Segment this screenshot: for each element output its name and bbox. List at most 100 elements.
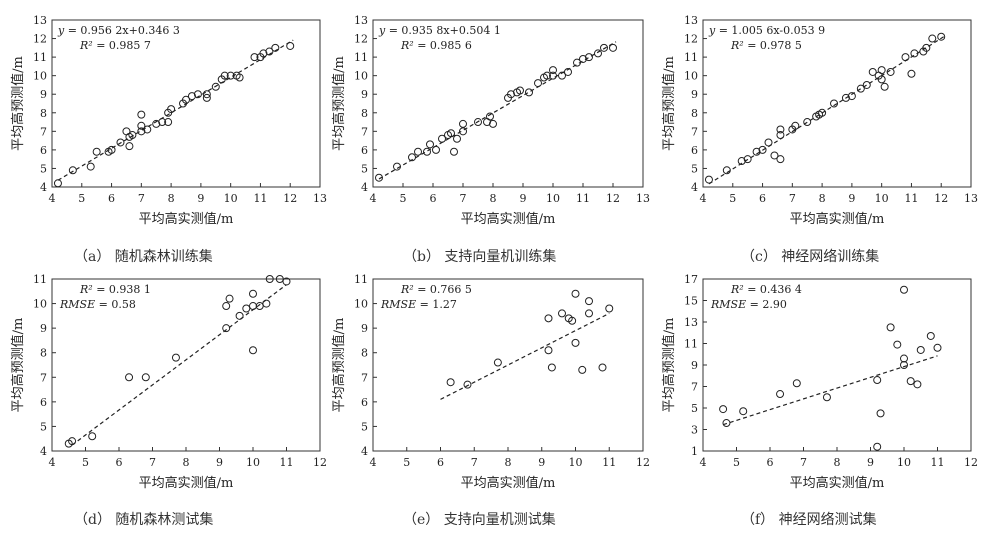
y-tick-label: 12	[684, 33, 698, 46]
data-point	[873, 442, 882, 451]
x-tick-label: 12	[313, 456, 327, 469]
y-tick-label: 12	[354, 33, 368, 46]
x-tick-label: 8	[505, 456, 512, 469]
r-squared-label: R² = 0.766 5	[400, 283, 472, 296]
data-point	[408, 153, 416, 162]
data-point	[137, 127, 146, 136]
y-tick-label: 13	[354, 14, 368, 27]
x-axis-title: 平均高实测值/m	[790, 475, 885, 491]
data-point	[770, 151, 779, 160]
data-point	[922, 43, 931, 52]
data-point	[876, 409, 885, 418]
x-tick-label: 4	[370, 456, 377, 469]
y-axis-title: 平均高预测值/m	[331, 56, 347, 151]
data-point	[474, 118, 482, 127]
data-point	[933, 343, 942, 352]
x-tick-label: 9	[538, 456, 545, 469]
y-tick-label: 7	[40, 371, 47, 384]
y-tick-label: 4	[40, 181, 47, 194]
data-point	[704, 175, 713, 184]
x-tick-label: 13	[964, 192, 978, 205]
data-point	[549, 71, 557, 80]
chart-panel-2	[702, 19, 972, 188]
y-tick-label: 6	[361, 144, 368, 157]
data-point	[534, 79, 542, 88]
data-point	[53, 179, 62, 188]
data-point	[900, 354, 908, 363]
x-tick-label: 8	[183, 456, 190, 469]
x-tick-label: 8	[834, 456, 841, 469]
data-point	[158, 118, 167, 127]
x-tick-label: 8	[490, 192, 497, 205]
data-point	[594, 49, 602, 58]
data-point	[910, 49, 919, 58]
data-point	[262, 299, 271, 308]
y-tick-label: 9	[361, 88, 368, 101]
y-tick-label: 5	[691, 402, 698, 415]
data-point	[862, 80, 871, 89]
data-point	[893, 340, 902, 349]
data-point	[282, 277, 291, 286]
y-tick-label: 10	[354, 298, 368, 311]
x-tick-label: 6	[759, 192, 766, 205]
fit-line	[378, 41, 617, 180]
data-point	[868, 67, 877, 76]
x-tick-label: 7	[800, 456, 807, 469]
y-tick-label: 11	[33, 51, 47, 64]
caption-a: （a） 随机森林训练集	[74, 249, 213, 265]
y-tick-label: 9	[40, 322, 47, 335]
data-point	[88, 432, 97, 441]
x-tick-label: 5	[403, 456, 410, 469]
data-point	[426, 140, 434, 149]
data-point	[438, 134, 446, 143]
data-point	[558, 309, 566, 318]
x-tick-label: 13	[636, 192, 650, 205]
x-tick-label: 12	[606, 192, 620, 205]
x-axis-title: 平均高实测值/m	[461, 211, 556, 227]
data-point	[242, 304, 251, 313]
data-point	[579, 54, 587, 63]
y-tick-label: 10	[33, 298, 47, 311]
data-point	[803, 118, 812, 127]
y-tick-label: 9	[40, 88, 47, 101]
x-tick-label: 8	[819, 192, 826, 205]
r-squared-label: R² = 0.436 4	[730, 283, 802, 296]
y-axis-title: 平均高预测值/m	[331, 318, 347, 413]
x-tick-label: 12	[934, 192, 948, 205]
x-tick-label: 5	[729, 192, 736, 205]
y-tick-label: 5	[361, 162, 368, 175]
data-point	[249, 289, 257, 298]
data-point	[187, 92, 196, 101]
y-tick-label: 6	[40, 396, 47, 409]
x-tick-label: 7	[149, 456, 156, 469]
data-point	[493, 358, 502, 367]
x-tick-label: 12	[964, 456, 978, 469]
plot-frame	[702, 19, 972, 188]
data-point	[900, 285, 908, 294]
x-tick-label: 10	[546, 192, 560, 205]
regression-equation: y = 0.956 2x+0.346 3	[57, 24, 180, 37]
y-tick-label: 8	[40, 107, 47, 120]
data-point	[453, 134, 461, 143]
y-tick-label: 13	[33, 14, 47, 27]
x-tick-label: 6	[116, 456, 123, 469]
y-tick-label: 5	[40, 162, 47, 175]
x-tick-label: 11	[904, 192, 918, 205]
x-tick-label: 11	[602, 456, 616, 469]
fit-line	[722, 355, 938, 426]
data-point	[856, 84, 865, 93]
fit-line	[440, 312, 610, 400]
rmse-label: RMSE = 2.90	[710, 298, 787, 311]
data-point	[86, 162, 95, 171]
chart-panel-0	[51, 19, 321, 188]
y-tick-label: 13	[684, 14, 698, 27]
data-point	[568, 316, 577, 325]
y-tick-label: 9	[691, 88, 698, 101]
x-tick-label: 12	[636, 456, 650, 469]
data-point	[873, 376, 882, 385]
data-point	[255, 302, 264, 311]
x-tick-label: 4	[700, 192, 707, 205]
rmse-label: RMSE = 1.27	[380, 298, 457, 311]
x-tick-label: 10	[569, 456, 583, 469]
x-tick-label: 9	[848, 192, 855, 205]
